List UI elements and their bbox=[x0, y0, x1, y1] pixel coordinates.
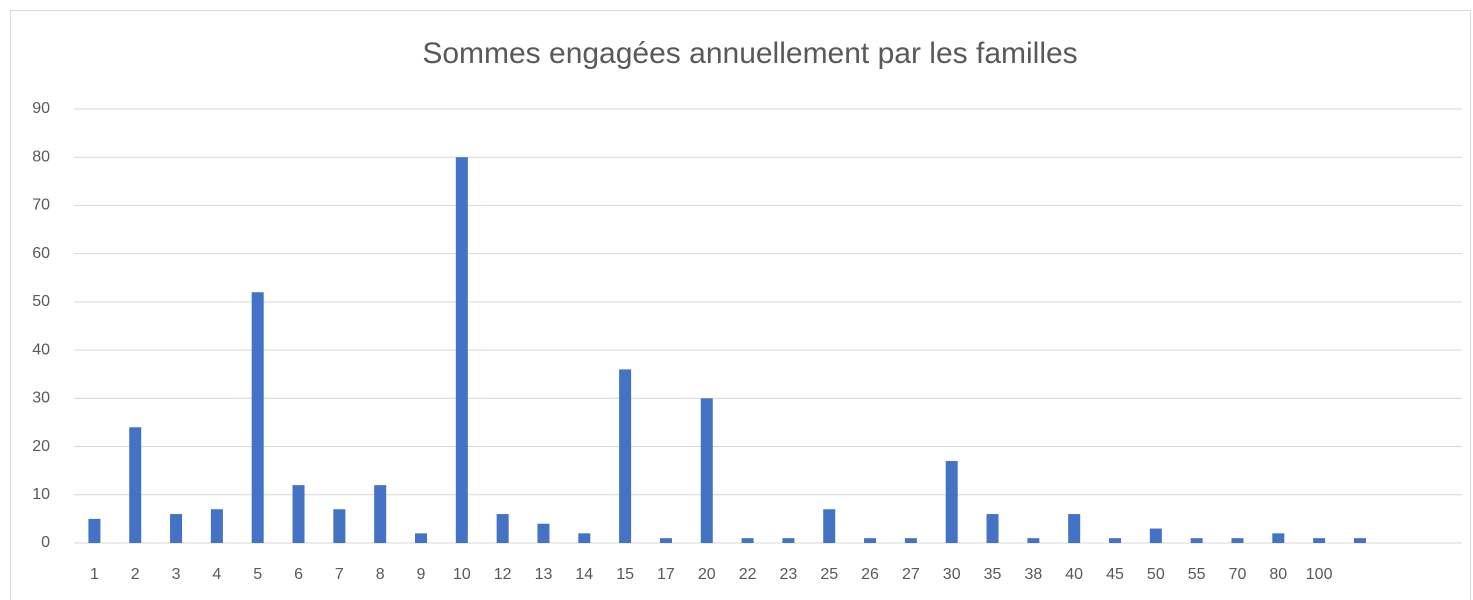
y-tick-label: 60 bbox=[32, 245, 50, 262]
bar bbox=[578, 533, 591, 543]
y-tick-label: 70 bbox=[32, 197, 50, 214]
bar bbox=[537, 523, 550, 543]
x-tick-label: 15 bbox=[616, 566, 634, 583]
bar bbox=[1231, 538, 1244, 543]
x-tick-label: 26 bbox=[861, 566, 879, 583]
x-tick-label: 40 bbox=[1065, 566, 1083, 583]
x-tick-label: 100 bbox=[1306, 566, 1333, 583]
x-tick-label: 22 bbox=[739, 566, 757, 583]
bar bbox=[455, 157, 468, 543]
bar bbox=[1149, 528, 1162, 543]
x-tick-label: 45 bbox=[1106, 566, 1124, 583]
x-tick-label: 27 bbox=[902, 566, 920, 583]
y-tick-label: 0 bbox=[41, 534, 50, 551]
x-tick-label: 38 bbox=[1024, 566, 1042, 583]
chart-frame bbox=[10, 10, 1471, 600]
x-tick-label: 3 bbox=[172, 566, 181, 583]
bar bbox=[88, 518, 101, 543]
bar bbox=[374, 485, 387, 543]
x-tick-label: 9 bbox=[417, 566, 426, 583]
y-tick-label: 10 bbox=[32, 486, 50, 503]
bar bbox=[904, 538, 917, 543]
bar bbox=[1027, 538, 1040, 543]
bar bbox=[659, 538, 672, 543]
x-tick-label: 17 bbox=[657, 566, 675, 583]
bar bbox=[945, 461, 958, 543]
y-tick-label: 30 bbox=[32, 390, 50, 407]
x-tick-label: 5 bbox=[253, 566, 262, 583]
bar bbox=[292, 485, 305, 543]
bar bbox=[251, 292, 264, 543]
bar bbox=[333, 509, 346, 543]
x-tick-label: 14 bbox=[575, 566, 593, 583]
x-tick-label: 2 bbox=[131, 566, 140, 583]
x-tick-label: 12 bbox=[494, 566, 512, 583]
bar bbox=[1190, 538, 1203, 543]
x-tick-label: 70 bbox=[1229, 566, 1247, 583]
bar bbox=[1313, 538, 1326, 543]
y-tick-label: 50 bbox=[32, 293, 50, 310]
x-tick-label: 25 bbox=[820, 566, 838, 583]
bar bbox=[864, 538, 877, 543]
y-tick-label: 90 bbox=[32, 100, 50, 117]
bar bbox=[170, 514, 183, 543]
y-tick-label: 80 bbox=[32, 148, 50, 165]
bar bbox=[1109, 538, 1121, 543]
x-tick-label: 35 bbox=[984, 566, 1002, 583]
x-tick-label: 30 bbox=[943, 566, 961, 583]
bar bbox=[986, 514, 999, 543]
bar bbox=[782, 538, 795, 543]
y-tick-label: 40 bbox=[32, 341, 50, 358]
bar bbox=[496, 514, 509, 543]
x-tick-label: 20 bbox=[698, 566, 716, 583]
chart-title: Sommes engagées annuellement par les fam… bbox=[422, 37, 1077, 70]
bar bbox=[415, 533, 427, 543]
bar bbox=[1068, 514, 1081, 543]
x-tick-label: 50 bbox=[1147, 566, 1165, 583]
x-tick-label: 1 bbox=[90, 566, 99, 583]
x-tick-label: 23 bbox=[780, 566, 798, 583]
bar bbox=[1272, 533, 1285, 543]
x-tick-label: 55 bbox=[1188, 566, 1206, 583]
bar bbox=[700, 398, 713, 543]
x-tick-label: 4 bbox=[212, 566, 221, 583]
bar bbox=[741, 538, 754, 543]
x-tick-label: 6 bbox=[294, 566, 303, 583]
bar bbox=[619, 369, 632, 543]
bar bbox=[129, 427, 142, 543]
y-tick-label: 20 bbox=[32, 438, 50, 455]
x-tick-label: 7 bbox=[335, 566, 344, 583]
bar bbox=[823, 509, 836, 543]
bar bbox=[1353, 538, 1366, 543]
x-tick-label: 8 bbox=[376, 566, 385, 583]
x-tick-label: 80 bbox=[1269, 566, 1287, 583]
x-tick-label: 13 bbox=[535, 566, 553, 583]
bar bbox=[210, 509, 223, 543]
x-tick-label: 10 bbox=[453, 566, 471, 583]
